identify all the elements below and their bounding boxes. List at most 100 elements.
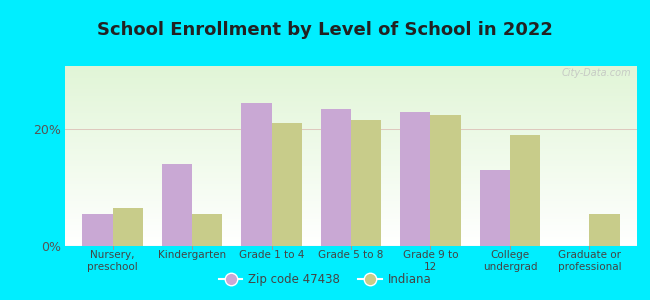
Bar xyxy=(65,101,637,102)
Bar xyxy=(65,90,637,91)
Bar xyxy=(65,183,637,184)
Bar xyxy=(65,163,637,164)
Bar xyxy=(65,93,637,94)
Bar xyxy=(65,72,637,73)
Bar xyxy=(65,86,637,87)
Bar xyxy=(65,176,637,177)
Bar xyxy=(65,173,637,174)
Bar xyxy=(65,230,637,231)
Bar xyxy=(65,145,637,146)
Bar xyxy=(65,197,637,198)
Bar xyxy=(65,68,637,69)
Bar xyxy=(65,160,637,161)
Bar xyxy=(430,115,461,246)
Bar xyxy=(83,214,112,246)
Bar xyxy=(65,223,637,224)
Bar xyxy=(65,119,637,120)
Bar xyxy=(65,178,637,179)
Bar xyxy=(192,214,222,246)
Bar xyxy=(65,113,637,114)
Bar xyxy=(65,162,637,163)
Bar xyxy=(65,200,637,201)
Bar xyxy=(65,76,637,77)
Bar xyxy=(65,87,637,88)
Bar xyxy=(65,232,637,233)
Bar xyxy=(65,134,637,135)
Bar xyxy=(65,124,637,125)
Bar xyxy=(65,235,637,236)
Bar xyxy=(65,166,637,167)
Bar xyxy=(65,193,637,194)
Bar xyxy=(65,201,637,202)
Bar xyxy=(65,189,637,190)
Bar xyxy=(65,188,637,189)
Bar xyxy=(65,88,637,89)
Bar xyxy=(65,170,637,171)
Bar xyxy=(65,158,637,159)
Bar xyxy=(65,159,637,160)
Bar xyxy=(65,105,637,106)
Bar xyxy=(112,208,143,246)
Bar xyxy=(65,77,637,78)
Bar xyxy=(65,154,637,155)
Bar xyxy=(65,174,637,175)
Bar xyxy=(65,241,637,242)
Bar xyxy=(65,209,637,210)
Bar xyxy=(65,227,637,228)
Bar xyxy=(162,164,192,246)
Bar xyxy=(65,237,637,238)
Bar xyxy=(65,91,637,92)
Bar xyxy=(65,234,637,235)
Bar xyxy=(65,228,637,229)
Bar xyxy=(65,167,637,168)
Bar xyxy=(65,155,637,156)
Bar xyxy=(65,168,637,169)
Bar xyxy=(65,137,637,138)
Bar xyxy=(65,233,637,234)
Bar xyxy=(65,151,637,152)
Bar xyxy=(65,245,637,246)
Bar xyxy=(65,133,637,134)
Bar xyxy=(65,75,637,76)
Bar xyxy=(65,190,637,191)
Bar xyxy=(65,122,637,123)
Bar xyxy=(65,104,637,105)
Bar xyxy=(65,89,637,90)
Bar xyxy=(321,109,351,246)
Bar xyxy=(65,100,637,101)
Bar xyxy=(65,185,637,186)
Bar xyxy=(65,199,637,200)
Bar xyxy=(65,221,637,222)
Bar xyxy=(65,214,637,215)
Bar xyxy=(65,198,637,199)
Bar xyxy=(65,236,637,237)
Bar xyxy=(65,127,637,128)
Bar xyxy=(65,106,637,107)
Bar xyxy=(65,66,637,67)
Bar xyxy=(65,206,637,207)
Bar xyxy=(65,205,637,206)
Bar xyxy=(65,191,637,192)
Legend: Zip code 47438, Indiana: Zip code 47438, Indiana xyxy=(214,269,436,291)
Bar xyxy=(65,131,637,132)
Bar xyxy=(65,177,637,178)
Bar xyxy=(65,186,637,187)
Bar xyxy=(65,160,637,161)
Bar xyxy=(65,182,637,183)
Bar xyxy=(65,107,637,108)
Bar xyxy=(65,187,637,188)
Bar xyxy=(65,224,637,225)
Bar xyxy=(65,126,637,127)
Bar xyxy=(65,149,637,150)
Bar xyxy=(65,156,637,157)
Bar xyxy=(65,222,637,223)
Bar xyxy=(65,238,637,239)
Bar xyxy=(65,218,637,219)
Bar xyxy=(65,229,637,230)
Bar xyxy=(65,212,637,213)
Bar xyxy=(65,141,637,142)
Bar xyxy=(65,67,637,68)
Bar xyxy=(510,135,540,246)
Bar xyxy=(65,194,637,195)
Bar xyxy=(65,243,637,244)
